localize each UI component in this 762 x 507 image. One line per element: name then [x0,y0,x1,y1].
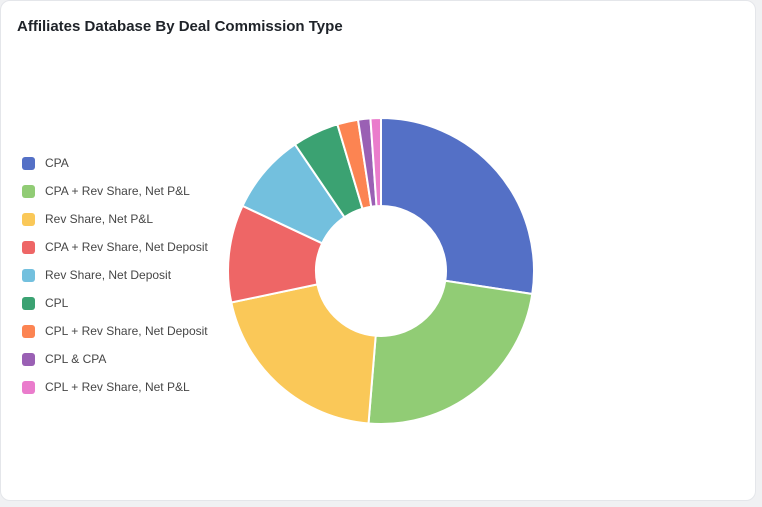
legend-label: CPL [45,296,69,310]
legend-item[interactable]: Rev Share, Net Deposit [22,261,208,289]
slice-cpl-rev-share-net-p-l[interactable] [369,116,382,208]
legend-label: CPA [45,156,69,170]
legend-swatch [22,184,35,198]
legend-item[interactable]: CPL [22,289,208,317]
chart-legend: CPA CPA + Rev Share, Net P&L Rev Share, Ne… [22,149,208,401]
legend-swatch [22,324,35,338]
legend-swatch [22,240,35,254]
legend-swatch [22,352,35,366]
legend-label: Rev Share, Net P&L [45,212,154,226]
legend-label: CPL & CPA [45,352,107,366]
slice-cpa[interactable] [380,116,535,296]
legend-swatch [22,212,35,226]
legend-label: CPA + Rev Share, Net P&L [45,184,190,198]
legend-item[interactable]: Rev Share, Net P&L [22,205,208,233]
legend-swatch [22,380,35,394]
legend-label: Rev Share, Net Deposit [45,268,172,282]
legend-label: CPL + Rev Share, Net P&L [45,380,190,394]
legend-swatch [22,156,35,170]
legend-item[interactable]: CPL + Rev Share, Net P&L [22,373,208,401]
slice-cpa-rev-share-net-p-l[interactable] [367,279,534,425]
chart-title: Affiliates Database By Deal Commission T… [17,18,343,35]
legend-label: CPL + Rev Share, Net Deposit [45,324,208,338]
legend-label: CPA + Rev Share, Net Deposit [45,240,208,254]
legend-swatch [22,296,35,310]
legend-item[interactable]: CPA [22,149,208,177]
legend-swatch [22,268,35,282]
legend-item[interactable]: CPA + Rev Share, Net P&L [22,177,208,205]
legend-item[interactable]: CPA + Rev Share, Net Deposit [22,233,208,261]
legend-item[interactable]: CPL + Rev Share, Net Deposit [22,317,208,345]
slice-rev-share-net-p-l[interactable] [230,283,377,425]
legend-item[interactable]: CPL & CPA [22,345,208,373]
